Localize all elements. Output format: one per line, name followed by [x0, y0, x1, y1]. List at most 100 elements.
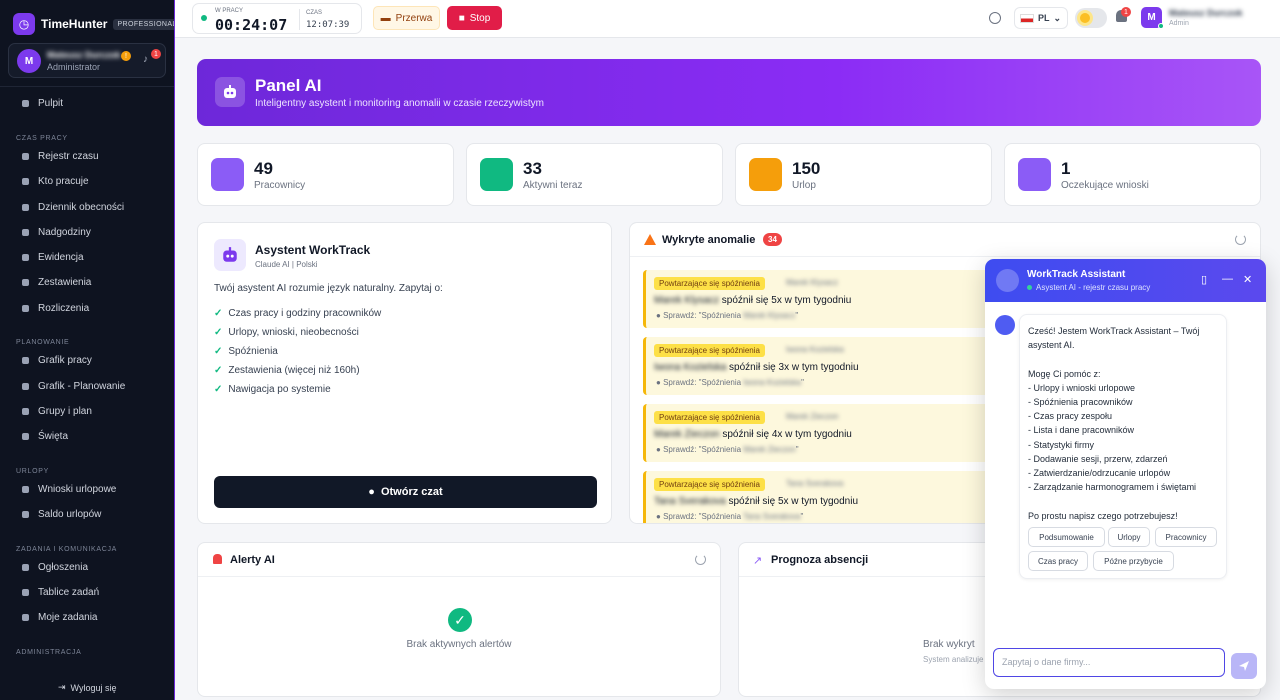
logout-button[interactable]: ⇥ Wyloguj się: [58, 682, 116, 693]
sidebar-item[interactable]: Saldo urlopów: [22, 509, 101, 520]
brand[interactable]: ◷ TimeHunter PROFESSIONAL: [13, 13, 181, 35]
hint-name: Iwona Kozielska: [743, 378, 802, 387]
anomaly-item[interactable]: Powtarzające się spóźnienia Iwona Koziels…: [643, 337, 1013, 395]
anomalies-count: 34: [763, 233, 782, 246]
theme-toggle[interactable]: [1075, 8, 1107, 28]
bell-icon: [213, 554, 222, 564]
sidebar-item[interactable]: Rejestr czasu: [22, 151, 99, 162]
suggestion-chip[interactable]: Pracownicy: [1155, 527, 1217, 547]
suggestion-chip[interactable]: Czas pracy: [1028, 551, 1088, 571]
sidebar-item[interactable]: Zestawienia: [22, 277, 91, 288]
employee-name: Marek Zieczon: [654, 429, 720, 440]
sidebar-item[interactable]: Nadgodziny: [22, 227, 91, 238]
anomaly-item[interactable]: Powtarzające się spóźnienia Marek Klysacz…: [643, 270, 1013, 328]
break-label: Przerwa: [395, 12, 433, 24]
stat-label: Pracownicy: [254, 180, 306, 191]
sidebar-item[interactable]: Pulpit: [22, 98, 63, 109]
refresh-icon[interactable]: [695, 554, 706, 565]
section-label: ADMINISTRACJA: [16, 649, 82, 656]
globe-icon[interactable]: [989, 12, 1001, 24]
send-button[interactable]: [1231, 653, 1257, 679]
hint-end: ": [795, 311, 799, 320]
check-icon: ✓: [214, 384, 223, 395]
anomaly-tag: Powtarzające się spóźnienia: [654, 478, 765, 491]
suggestion-chip[interactable]: Urlopy: [1108, 527, 1150, 547]
avatar[interactable]: M: [1141, 7, 1162, 28]
clock-icon: [1018, 158, 1051, 191]
bell-icon[interactable]: ♪: [143, 54, 148, 65]
sidebar-item[interactable]: Rozliczenia: [22, 303, 89, 314]
sidebar-item[interactable]: Grupy i plan: [22, 406, 92, 417]
coffee-icon: ▬: [380, 12, 391, 24]
employee-name: Tana Sverakova: [654, 496, 726, 507]
assistant-card: Asystent WorkTrack Claude AI | Polski Tw…: [197, 222, 612, 524]
beach-icon: [749, 158, 782, 191]
language-select[interactable]: PL ⌄: [1014, 7, 1068, 29]
chat-title: WorkTrack Assistant: [1027, 269, 1126, 280]
minimize-icon[interactable]: —: [1222, 273, 1233, 285]
hint-text: Sprawdź: "Spóźnienia: [663, 378, 742, 387]
sidebar-item-label: Święta: [38, 431, 69, 442]
clock-label: CZAS: [306, 10, 323, 16]
check-icon: ✓: [214, 308, 223, 319]
card-header: Wykryte anomalie 34: [630, 223, 1260, 257]
suggestion-chip[interactable]: Późne przybycie: [1093, 551, 1174, 571]
sidebar-item[interactable]: Grafik - Planowanie: [22, 381, 125, 392]
anomaly-item[interactable]: Powtarzające się spóźnienia Tana Sverakov…: [643, 471, 1013, 523]
sidebar-item[interactable]: Moje zadania: [22, 612, 97, 623]
sidebar-item-label: Grupy i plan: [38, 406, 92, 417]
logo-icon: ◷: [13, 13, 35, 35]
bell-icon[interactable]: [1116, 10, 1127, 22]
person-name: Iwona Kozielska: [786, 345, 844, 354]
trend-icon: ↗: [753, 555, 763, 567]
check-icon: ✓: [214, 346, 223, 357]
user-card[interactable]: M Mateusz Durczok Administrator ! ♪ 1: [8, 43, 166, 78]
break-button[interactable]: ▬ Przerwa: [373, 6, 440, 30]
stop-button[interactable]: ■ Stop: [447, 6, 502, 30]
feature-item: ✓ Spóźnienia: [214, 346, 278, 357]
stop-label: Stop: [469, 12, 491, 24]
assistant-description: Twój asystent AI rozumie język naturalny…: [214, 283, 443, 294]
users-icon: [211, 158, 244, 191]
suggestion-chip[interactable]: Podsumowanie: [1028, 527, 1105, 547]
sidebar-item[interactable]: Wnioski urlopowe: [22, 484, 116, 495]
stat-label: Aktywni teraz: [523, 180, 583, 191]
section-label: PLANOWANIE: [16, 339, 70, 346]
sidebar-item[interactable]: Ewidencja: [22, 252, 84, 263]
feature-item: ✓ Urlopy, wnioski, nieobecności: [214, 327, 359, 338]
sidebar-item[interactable]: Kto pracuje: [22, 176, 89, 187]
message-line: - Dodawanie sesji, przerw, zdarzeń: [1028, 453, 1168, 464]
user-name[interactable]: Mateusz Durczok: [1169, 8, 1243, 18]
logout-icon: ⇥: [58, 682, 66, 692]
language-code: PL: [1038, 13, 1050, 23]
sidebar-item[interactable]: Grafik pracy: [22, 355, 92, 366]
user-role: Admin: [1169, 20, 1189, 27]
sidebar-item-label: Grafik - Planowanie: [38, 381, 126, 392]
user-role: Administrator: [47, 62, 101, 72]
online-dot: [1027, 285, 1032, 290]
calendar-plus-icon: [22, 383, 29, 390]
chat-input[interactable]: Zapytaj o dane firmy...: [993, 648, 1225, 677]
lightbulb-icon: ●: [656, 378, 661, 387]
warning-badge[interactable]: !: [121, 51, 131, 61]
sidebar-item[interactable]: Ogłoszenia: [22, 562, 88, 573]
hint-name: Tana Sverakova: [743, 512, 801, 521]
hint-text: Sprawdź: "Spóźnienia: [663, 311, 742, 320]
history-icon: [22, 229, 29, 236]
trash-icon[interactable]: ▯: [1201, 274, 1208, 286]
online-dot: [1158, 23, 1164, 29]
sidebar-item[interactable]: Dziennik obecności: [22, 202, 124, 213]
close-icon[interactable]: ✕: [1243, 274, 1253, 286]
alerts-card: Alerty AI ✓ Brak aktywnych alertów: [197, 542, 721, 697]
sidebar-item-label: Moje zadania: [38, 612, 98, 623]
sidebar-item[interactable]: Tablice zadań: [22, 587, 99, 598]
open-chat-label: Otwórz czat: [380, 486, 443, 498]
anomaly-item[interactable]: Powtarzające się spóźnienia Marek Zieczon…: [643, 404, 1013, 462]
open-chat-button[interactable]: ● Otwórz czat: [214, 476, 597, 508]
play-icon: [480, 158, 513, 191]
stat-value: 1: [1061, 159, 1071, 178]
stat-card: 150 Urlop: [735, 143, 992, 206]
sidebar-item-label: Ogłoszenia: [38, 562, 89, 573]
sidebar-item[interactable]: Święta: [22, 431, 68, 442]
refresh-icon[interactable]: [1235, 234, 1246, 245]
